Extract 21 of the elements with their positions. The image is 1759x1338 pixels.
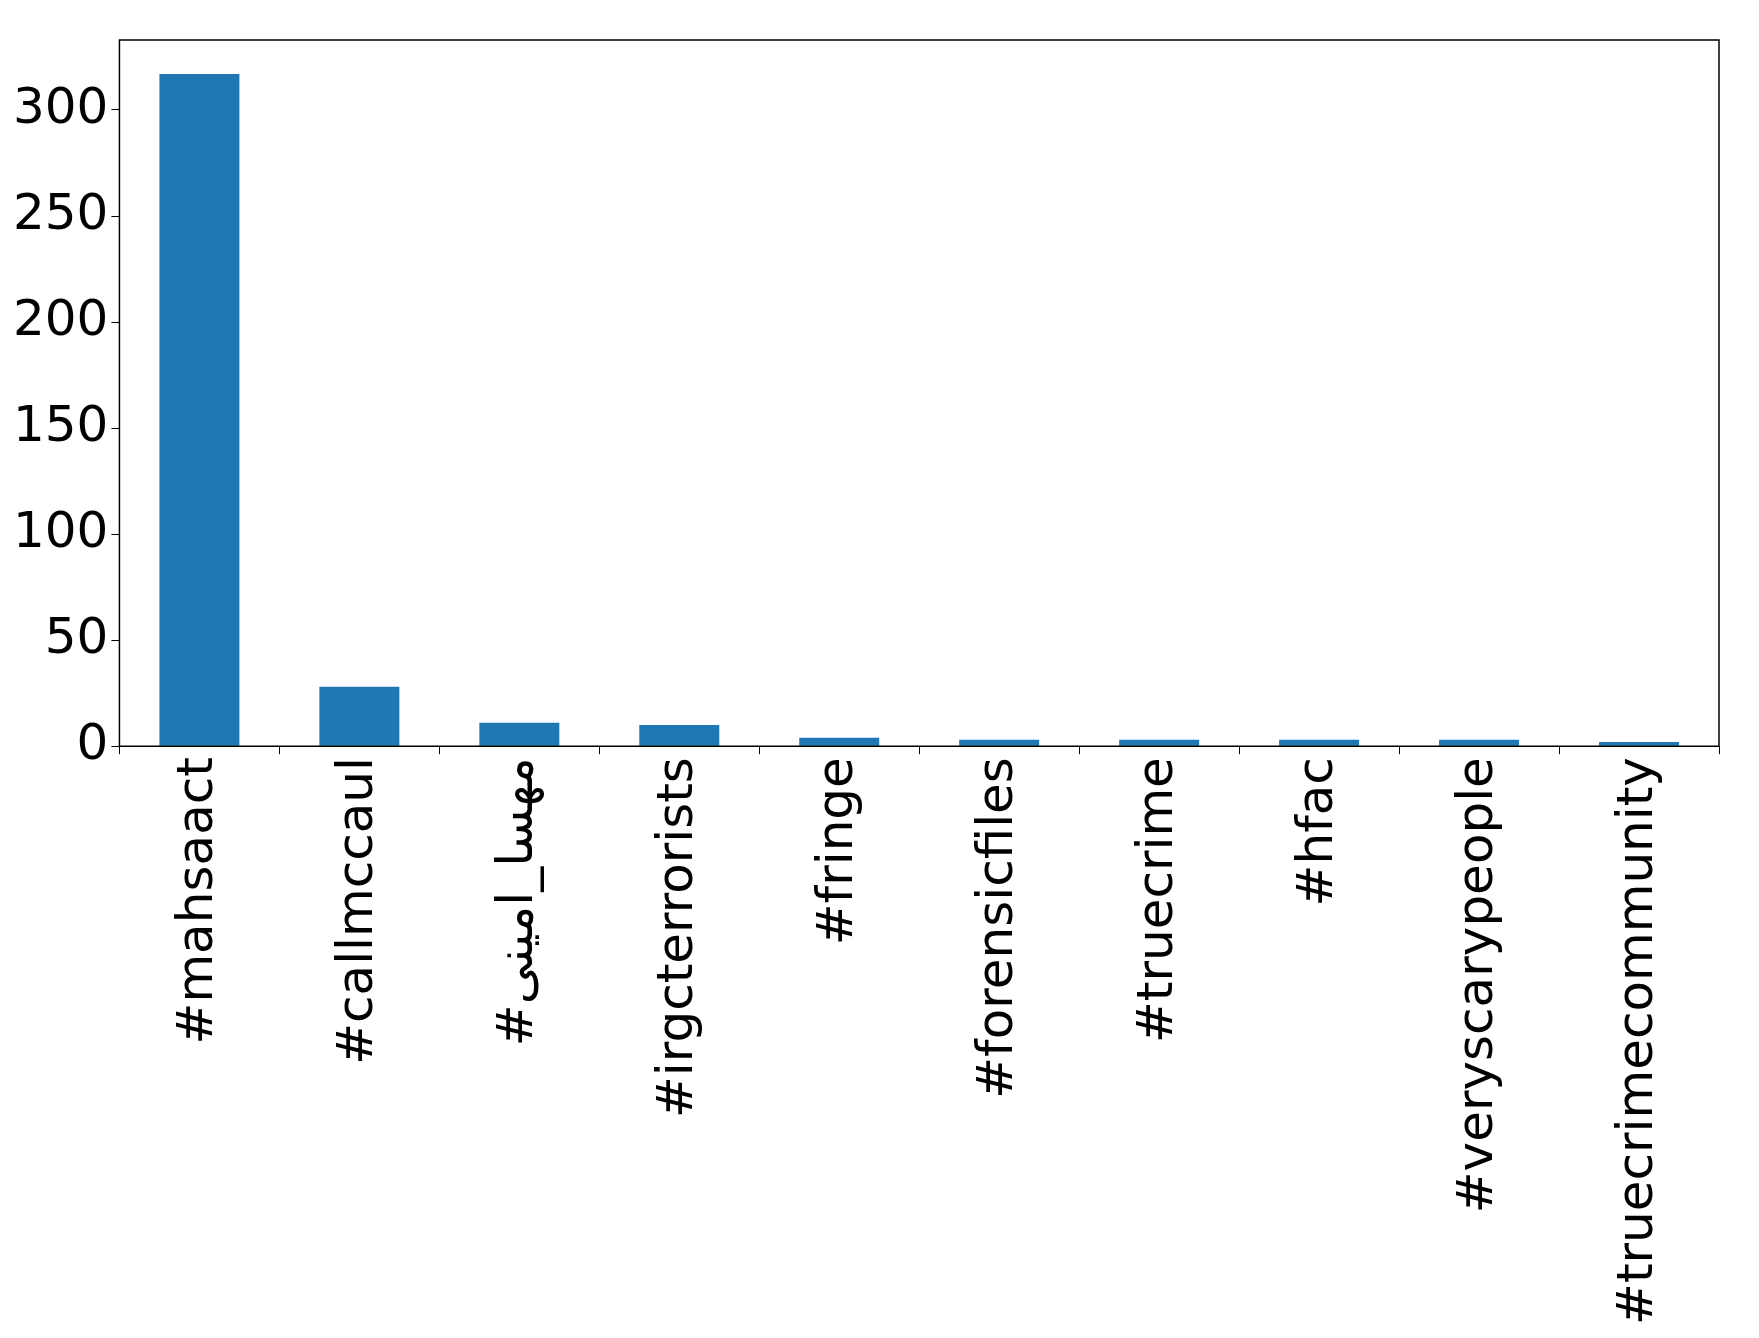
x-tick-label: #truecrimecommunity [1606, 757, 1665, 1325]
x-tick-label: #forensicfiles [966, 757, 1025, 1099]
x-tick-label: #truecrime [1126, 757, 1185, 1044]
y-tick-label: 50 [44, 607, 109, 666]
x-tick-label: #مهسا_امینی [486, 757, 546, 1047]
y-tick-label: 250 [13, 182, 109, 241]
y-tick-label: 300 [13, 76, 109, 135]
y-tick-label: 0 [76, 713, 109, 772]
x-tick-label: #irgcterrorists [646, 757, 705, 1119]
y-tick-label: 200 [13, 289, 109, 348]
y-tick-label: 150 [13, 395, 109, 454]
y-tick-label: 100 [13, 501, 109, 560]
x-tick-label: #mahsaact [166, 757, 225, 1045]
x-tick-label: #veryscarypeople [1446, 757, 1505, 1214]
x-tick-label: #callmccaul [326, 757, 385, 1065]
bar [479, 722, 560, 746]
bar [639, 724, 720, 746]
bar [319, 686, 400, 746]
x-tick-label: #hfac [1286, 757, 1345, 907]
bar [159, 73, 240, 746]
x-tick-label: #fringe [806, 757, 865, 946]
